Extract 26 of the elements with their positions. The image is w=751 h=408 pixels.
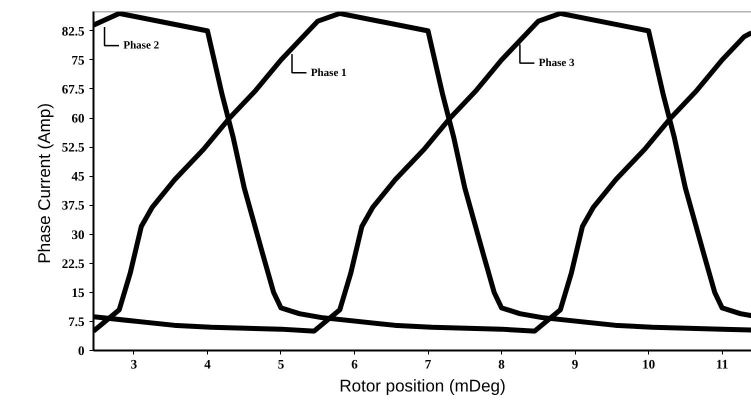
y-tick-label: 0 — [78, 343, 84, 358]
y-tick-label: 75 — [72, 52, 85, 68]
annotation: Phase 1 — [310, 66, 347, 79]
y-tick-label: 37.5 — [62, 198, 85, 213]
x-tick-label: 8 — [498, 356, 506, 372]
x-tick-label: 3 — [130, 356, 138, 372]
x-tick-label: 7 — [424, 356, 432, 372]
y-tick-label: 60 — [72, 110, 84, 126]
y-tick-label: 52.5 — [62, 140, 85, 155]
y-tick-label: 30 — [72, 226, 84, 242]
y-tick-label: 67.5 — [62, 81, 85, 96]
y-tick-label: 45 — [72, 168, 85, 184]
annotation: Phase 2 — [123, 40, 160, 52]
y-axis-title: Phase Current (Amp) — [34, 103, 54, 264]
x-tick-label: 9 — [572, 356, 579, 372]
y-tick-label: 7.5 — [68, 314, 85, 329]
x-tick-label: 10 — [642, 356, 656, 372]
y-tick-label: 15 — [72, 284, 85, 300]
x-tick-label: 5 — [278, 356, 285, 372]
x-tick-label: 6 — [351, 356, 358, 372]
annotation: Phase 3 — [538, 57, 575, 70]
y-tick-label: 82.5 — [62, 23, 85, 38]
x-tick-label: 11 — [716, 356, 728, 372]
x-axis-title: Rotor position (mDeg) — [339, 376, 506, 396]
x-tick-label: 4 — [204, 356, 212, 372]
y-tick-label: 22.5 — [62, 256, 85, 271]
